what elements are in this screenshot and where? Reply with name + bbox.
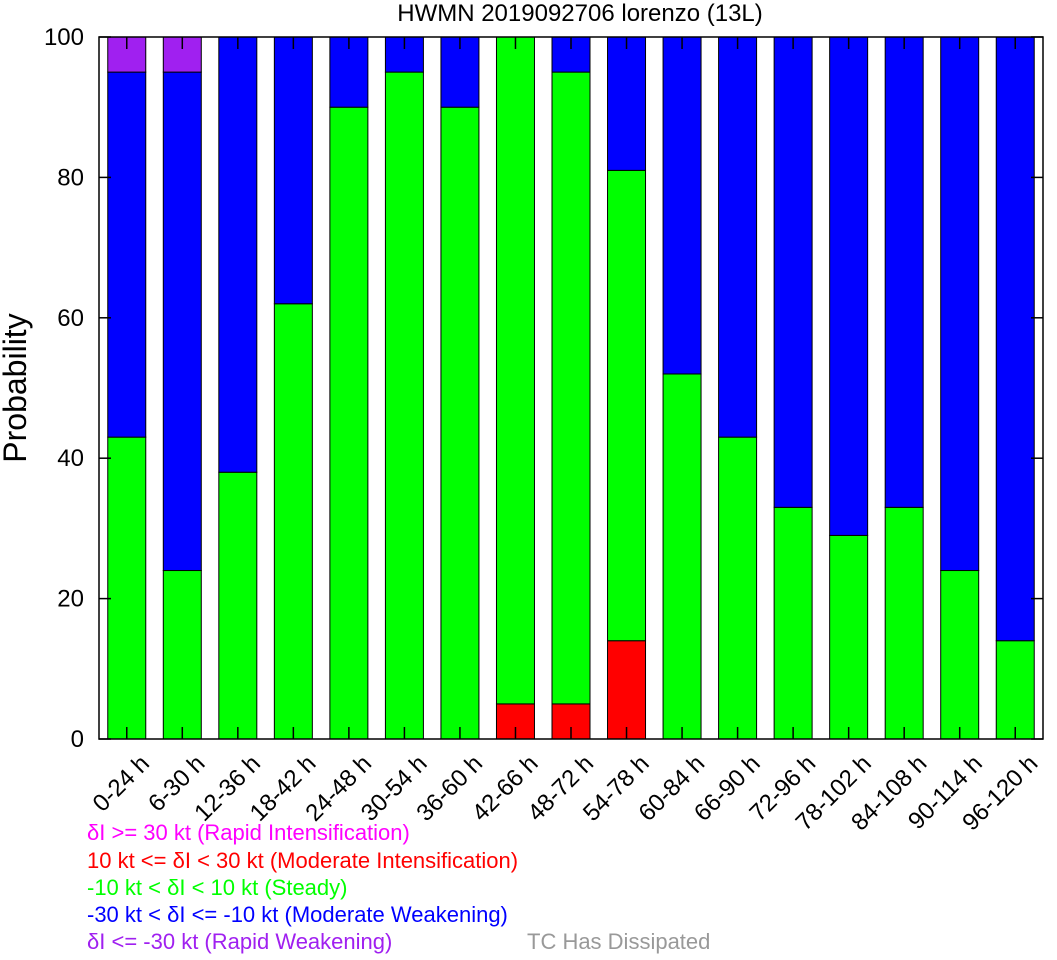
chart-title: HWMN 2019092706 lorenzo (13L) (397, 0, 763, 27)
bar-2-11 (718, 436, 758, 740)
bar-1-2 (218, 36, 258, 473)
plot-frame (98, 36, 1044, 740)
bar-2-1 (162, 570, 202, 740)
bar-1-16 (995, 36, 1035, 642)
legend-item-5: TC Has Dissipated (527, 929, 711, 954)
bars (107, 36, 1035, 740)
bar-1-6 (440, 36, 480, 108)
bar-1-1 (162, 71, 202, 572)
bar-1-3 (273, 36, 313, 305)
bar-1-5 (384, 36, 424, 73)
bar-2-2 (218, 471, 258, 740)
legend-item-2: -10 kt < δI < 10 kt (Steady) (87, 875, 348, 900)
y-tick-label-4: 80 (57, 164, 84, 191)
bar-2-14 (884, 506, 924, 740)
bar-2-8 (551, 71, 591, 705)
bar-2-12 (773, 506, 813, 740)
y-tick-label-0: 0 (71, 726, 84, 753)
y-tick-label-5: 100 (44, 24, 84, 51)
bar-1-9 (607, 36, 647, 171)
bar-1-13 (829, 36, 869, 536)
bar-2-13 (829, 534, 869, 740)
bar-2-3 (273, 303, 313, 740)
bar-2-15 (940, 570, 980, 740)
y-tick-label-1: 20 (57, 586, 84, 613)
bar-2-4 (329, 106, 369, 740)
legend-item-3: -30 kt < δI <= -10 kt (Moderate Weakenin… (87, 902, 508, 927)
bar-2-0 (107, 436, 147, 740)
legend-item-4: δI <= -30 kt (Rapid Weakening) (87, 929, 393, 954)
bar-2-5 (384, 71, 424, 740)
bar-3-9 (607, 640, 647, 740)
bar-1-14 (884, 36, 924, 508)
bar-2-7 (495, 36, 535, 705)
legend-item-1: 10 kt <= δI < 30 kt (Moderate Intensific… (87, 848, 519, 873)
bar-1-10 (662, 36, 702, 375)
bar-1-15 (940, 36, 980, 572)
bar-2-16 (995, 640, 1035, 740)
bar-1-0 (107, 71, 147, 438)
bar-1-11 (718, 36, 758, 438)
y-tick-label-2: 40 (57, 445, 84, 472)
bar-2-9 (607, 169, 647, 642)
bar-1-12 (773, 36, 813, 508)
bar-2-6 (440, 106, 480, 740)
legend-item-0: δI >= 30 kt (Rapid Intensification) (87, 820, 410, 845)
bar-2-10 (662, 373, 702, 740)
y-tick-label-3: 60 (57, 305, 84, 332)
x-tick-label-0: 0-24 h (88, 750, 155, 817)
y-axis-label: Probability (0, 313, 33, 462)
